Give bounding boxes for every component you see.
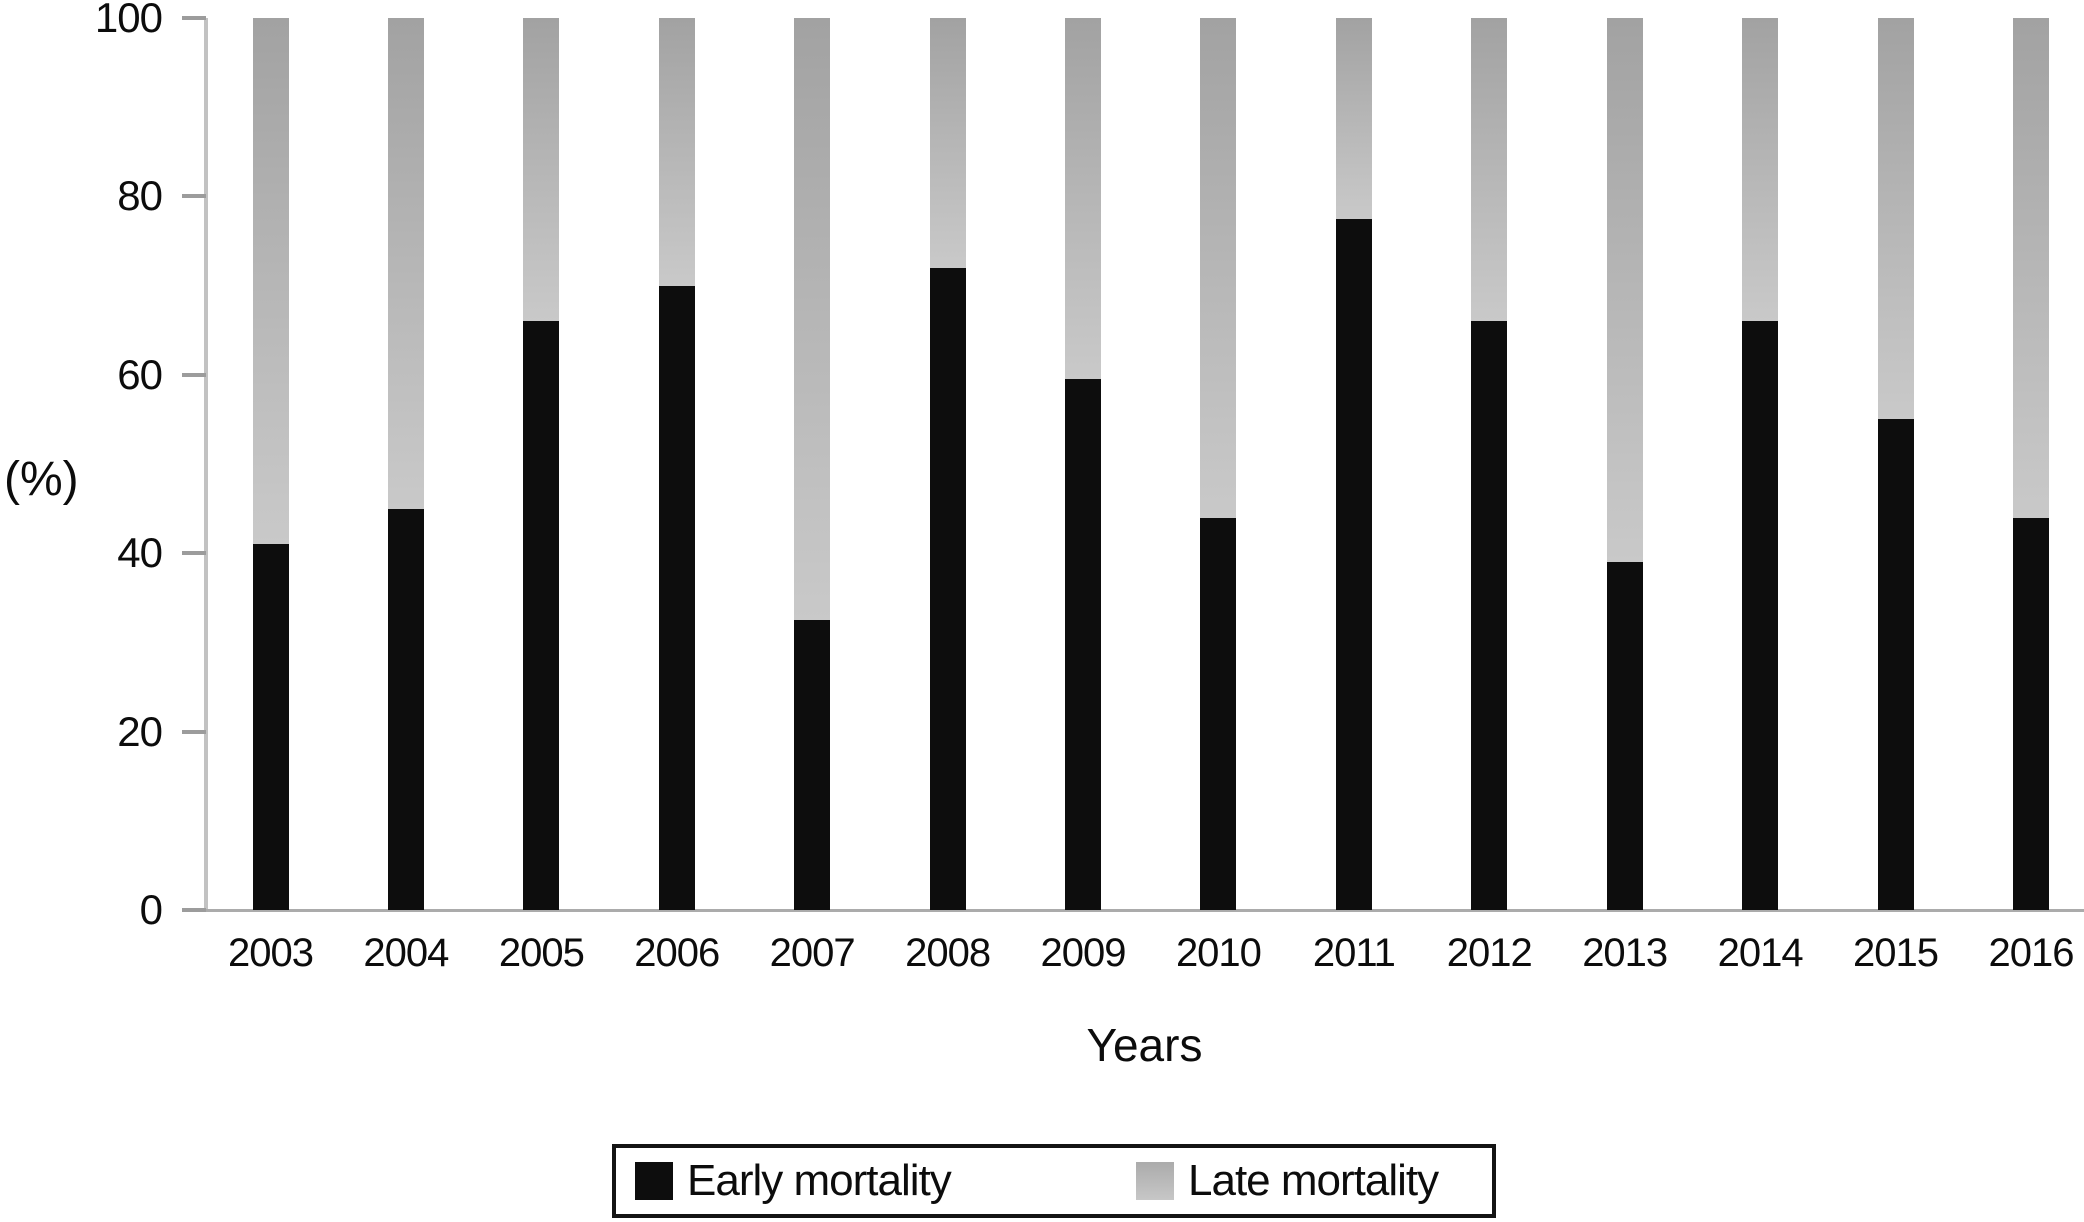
bar-late-2009: [1065, 18, 1102, 380]
x-tick-label-2008: 2008: [905, 931, 991, 975]
bar-late-2007: [794, 18, 831, 621]
bar-late-2016: [2012, 18, 2049, 518]
y-tick-label-0: 0: [139, 886, 163, 933]
y-tick-label-80: 80: [117, 172, 163, 220]
x-tick-label-2009: 2009: [1040, 931, 1127, 975]
legend-label-early: Early mortality: [687, 1156, 952, 1205]
x-axis-title: Years: [1086, 1019, 1203, 1071]
bar-early-2008: [929, 267, 966, 910]
bar-late-2013: [1606, 18, 1643, 563]
bar-late-2005: [523, 18, 560, 322]
bar-early-2016: [2012, 517, 2049, 910]
y-tick-mark-60: [182, 372, 206, 377]
bar-early-2006: [658, 285, 695, 910]
bar-early-2004: [387, 508, 424, 910]
bar-early-2011: [1335, 218, 1372, 910]
y-axis-title: (%): [4, 453, 79, 506]
bar-late-2015: [1877, 18, 1914, 420]
y-tick-label-60: 60: [117, 350, 163, 398]
bar-early-2014: [1742, 321, 1779, 910]
bar-early-2010: [1200, 517, 1237, 910]
bar-early-2007: [794, 620, 831, 910]
legend-label-late: Late mortality: [1188, 1156, 1439, 1205]
x-tick-label-2015: 2015: [1853, 931, 1939, 975]
bar-late-2010: [1200, 18, 1237, 518]
bar-early-2009: [1065, 379, 1102, 910]
bar-late-2012: [1471, 18, 1508, 322]
y-tick-mark-20: [182, 729, 206, 734]
x-axis-line: [204, 909, 2084, 912]
bar-early-2015: [1877, 419, 1914, 910]
x-tick-label-2006: 2006: [634, 931, 720, 975]
bar-late-2006: [658, 18, 695, 286]
bar-early-2012: [1471, 321, 1508, 910]
y-tick-label-20: 20: [117, 707, 163, 755]
bar-early-2013: [1606, 562, 1643, 910]
x-tick-label-2011: 2011: [1312, 931, 1396, 975]
x-tick-label-2013: 2013: [1582, 931, 1668, 975]
x-tick-label-2003: 2003: [228, 931, 314, 975]
legend: Early mortality Late mortality: [612, 1144, 1496, 1218]
bar-late-2008: [929, 18, 966, 268]
x-tick-label-2007: 2007: [769, 931, 856, 975]
y-axis-line: [204, 18, 208, 912]
bar-late-2003: [252, 18, 289, 545]
x-tick-label-2012: 2012: [1446, 931, 1533, 975]
late-mortality-swatch-icon: [1136, 1162, 1174, 1200]
early-mortality-swatch-icon: [635, 1162, 673, 1200]
legend-item-early-mortality: Early mortality: [635, 1148, 952, 1214]
bar-early-2003: [252, 544, 289, 910]
y-tick-mark-0: [182, 908, 206, 912]
bar-late-2004: [387, 18, 424, 509]
bar-late-2011: [1335, 18, 1372, 219]
y-tick-label-100: 100: [94, 0, 163, 41]
y-tick-mark-80: [182, 194, 206, 199]
bar-early-2005: [523, 321, 560, 910]
y-tick-mark-100: [182, 16, 206, 20]
x-tick-label-2004: 2004: [363, 931, 449, 975]
y-tick-mark-40: [182, 551, 206, 556]
x-tick-label-2010: 2010: [1175, 931, 1262, 975]
x-tick-label-2016: 2016: [1988, 931, 2074, 975]
bar-late-2014: [1742, 18, 1779, 322]
y-tick-label-40: 40: [117, 529, 163, 577]
x-tick-label-2014: 2014: [1717, 931, 1804, 975]
x-tick-label-2005: 2005: [498, 931, 585, 975]
legend-item-late-mortality: Late mortality: [1136, 1148, 1439, 1214]
